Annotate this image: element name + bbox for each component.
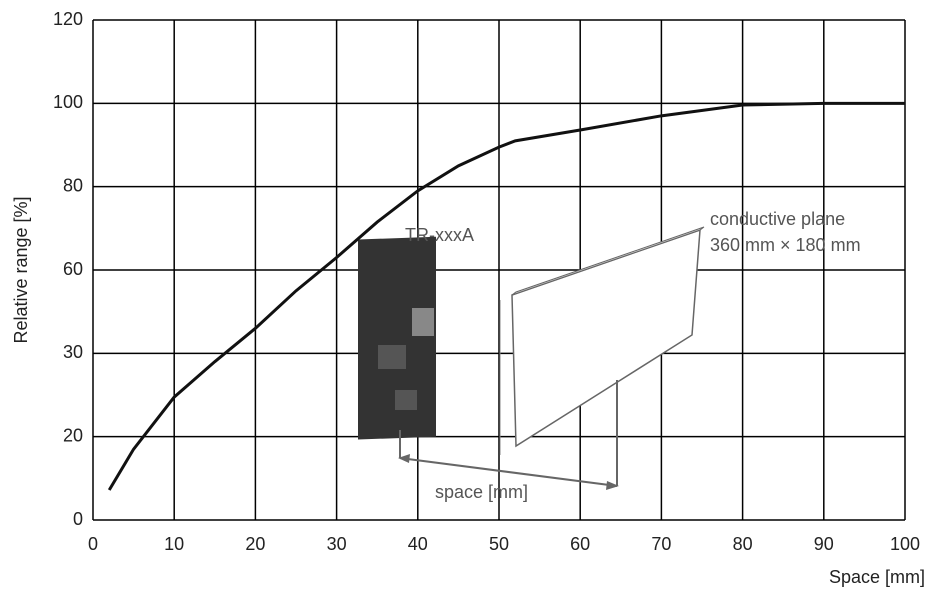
x-tick-label: 60 (570, 534, 590, 554)
y-tick-label: 0 (73, 509, 83, 529)
x-tick-label: 40 (408, 534, 428, 554)
plane-size-label: 360 mm × 180 mm (710, 235, 861, 255)
pcb-chip (395, 390, 417, 410)
x-tick-label: 20 (245, 534, 265, 554)
y-tick-label: 100 (53, 92, 83, 112)
y-tick-label: 20 (63, 425, 83, 445)
y-axis-label: Relative range [%] (11, 196, 31, 343)
x-tick-label: 0 (88, 534, 98, 554)
x-tick-label: 90 (814, 534, 834, 554)
pcb-chip (378, 345, 406, 369)
space-label: space [mm] (435, 482, 528, 502)
y-tick-label: 80 (63, 175, 83, 195)
chart: Relative range [%] Space [mm] TR-xxxA co… (0, 0, 929, 594)
x-tick-label: 80 (733, 534, 753, 554)
inset-illustration (358, 227, 704, 490)
x-tick-label: 30 (327, 534, 347, 554)
x-axis-label: Space [mm] (829, 567, 925, 587)
x-tick-label: 100 (890, 534, 920, 554)
y-tick-label: 30 (63, 342, 83, 362)
x-tick-label: 50 (489, 534, 509, 554)
x-tick-label: 10 (164, 534, 184, 554)
device-label: TR-xxxA (405, 225, 474, 245)
data-line (109, 103, 905, 490)
x-tick-label: 70 (651, 534, 671, 554)
y-tick-label: 120 (53, 9, 83, 29)
plane-label: conductive plane (710, 209, 845, 229)
pcb-chip (412, 308, 434, 336)
grid (93, 20, 905, 520)
y-tick-label: 60 (63, 259, 83, 279)
